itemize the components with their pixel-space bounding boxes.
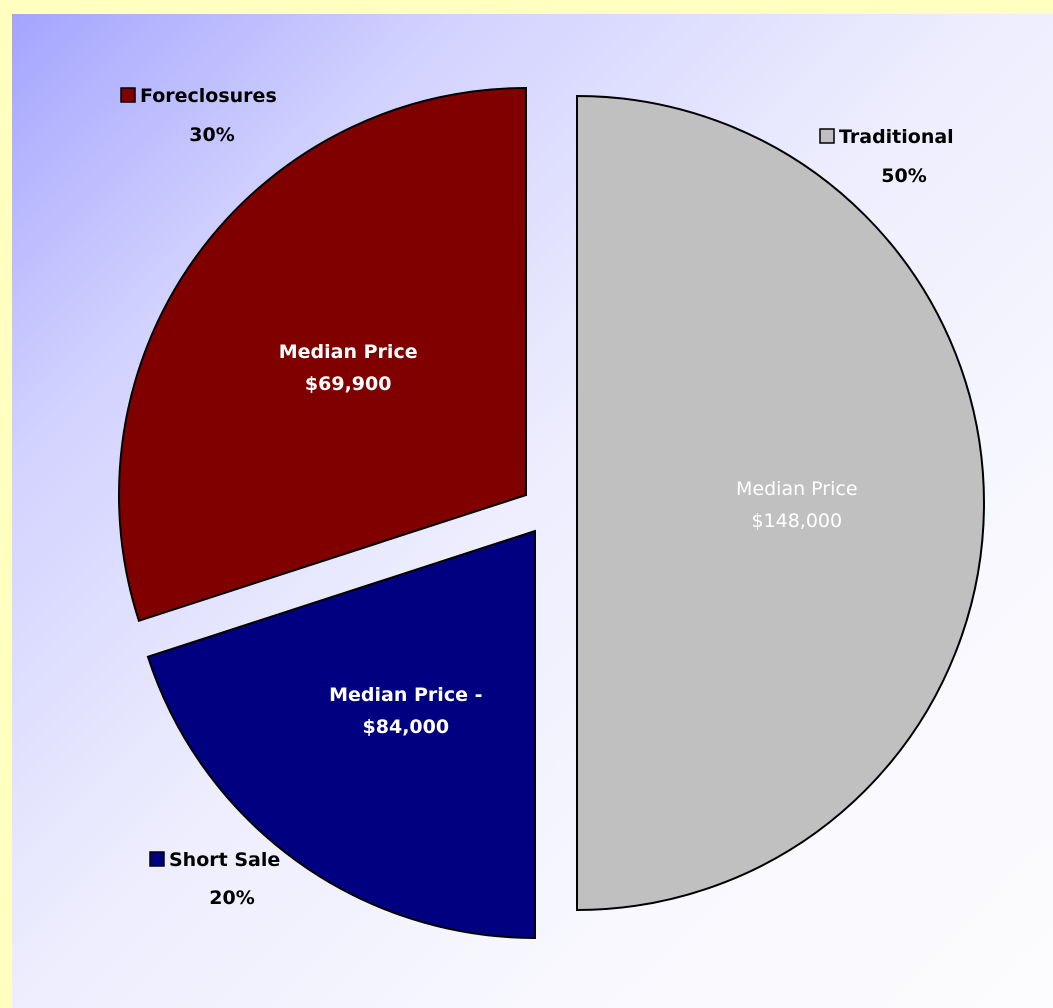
pie-slice-short-sale bbox=[146, 529, 536, 940]
inner-label-foreclosures: Median Price $69,900 bbox=[279, 341, 418, 395]
outer-label-short-sale: Short Sale bbox=[169, 849, 280, 871]
percent-label-short-sale: 20% bbox=[209, 887, 254, 909]
percent-label-traditional: 50% bbox=[881, 165, 926, 187]
inner-label-short-sale: Median Price -$84,000 bbox=[329, 684, 482, 738]
outer-label-traditional: Traditional bbox=[839, 126, 954, 148]
pie-chart: Median Price $148,000 Traditional 50% Median… bbox=[118, 85, 985, 940]
percent-label-foreclosures: 30% bbox=[189, 124, 234, 146]
inner-label-traditional: Median Price $148,000 bbox=[736, 478, 858, 532]
pie-slice-foreclosures bbox=[118, 86, 527, 623]
legend-swatch-short-sale bbox=[149, 851, 165, 867]
chart-area: Median Price $148,000 Traditional 50% Median… bbox=[12, 14, 1053, 1008]
outer-label-foreclosures: Foreclosures bbox=[140, 85, 277, 107]
pie-slice-traditional bbox=[576, 94, 985, 912]
legend-swatch-traditional bbox=[819, 128, 835, 144]
legend-swatch-foreclosures bbox=[120, 87, 136, 103]
